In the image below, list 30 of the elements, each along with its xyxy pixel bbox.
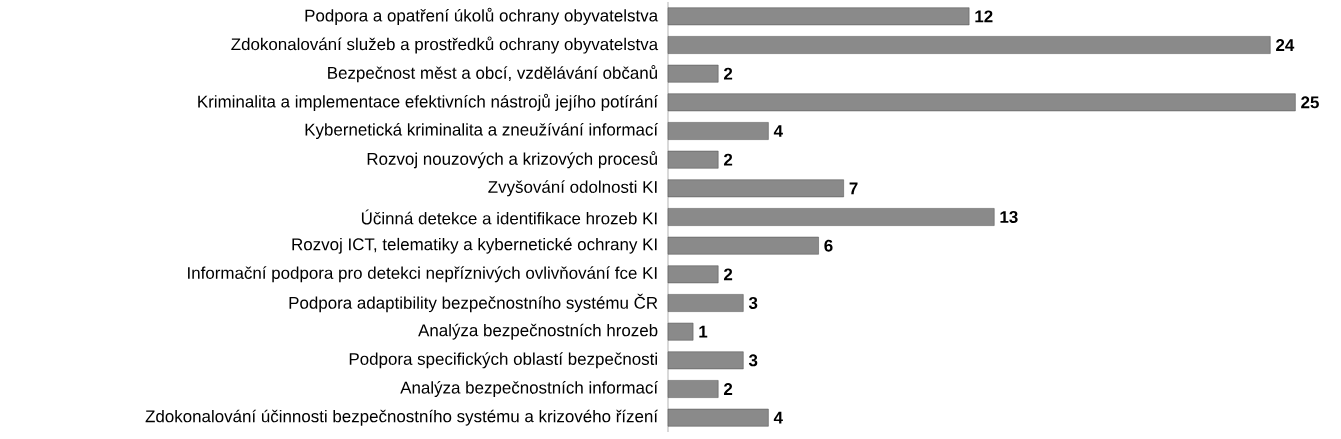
data-label: 2 [723,268,733,281]
data-label: 1 [699,325,708,338]
data-label: 3 [748,296,758,309]
data-label: 2 [723,67,733,80]
y-tick-label: Kybernetická kriminalita a zneužívání informací [305,123,659,139]
data-label: 13 [1000,210,1018,223]
y-tick-label: Podpora specifických oblastí bezpečnosti [349,352,657,369]
y-tick-label: Analýza bezpečnostních hrozeb [418,323,658,340]
y-tick-label: Zvyšování odolnosti KI [488,180,657,197]
data-label: 2 [723,153,733,166]
data-label: 4 [773,411,783,424]
data-label: 3 [748,354,758,367]
y-tick-label: Zdokonalování účinnosti bezpečnostního systému a krizového řízení [145,409,658,426]
y-tick-label: Podpora adaptibility bezpečnostního systému ČR [289,293,658,313]
y-tick-label: Bezpečnost měst a obcí, vzdělávání občanů [328,65,657,83]
y-tick-label: Zdokonalování služeb a prostředků ochrany obyvatelstva [231,36,659,54]
data-label: 4 [773,125,783,137]
y-tick-label: Kriminalita a implementace efektivních nástrojů jejího potírání [198,93,658,111]
y-tick-label: Informační podpora pro detekci nepříznivých ovlivňování fce KI [188,266,657,283]
y-tick-label: Podpora a opatření úkolů ochrany obyvatelstva [305,7,659,25]
y-tick-label: Rozvoj nouzových a krizových procesů [367,151,657,169]
y-tick-label: Rozvoj ICT, telematiky a kybernetické ochrany KI [292,237,657,254]
y-tick-label: Účinná detekce a identifikace hrozeb KI [361,209,657,225]
data-label: 12 [975,10,993,23]
data-label: 2 [723,383,733,395]
data-label: 6 [824,239,833,252]
data-label: 7 [849,182,858,195]
data-label: 24 [1276,39,1295,51]
data-label: 25 [1301,96,1319,109]
y-tick-label: Analýza bezpečnostních informací [400,381,659,397]
